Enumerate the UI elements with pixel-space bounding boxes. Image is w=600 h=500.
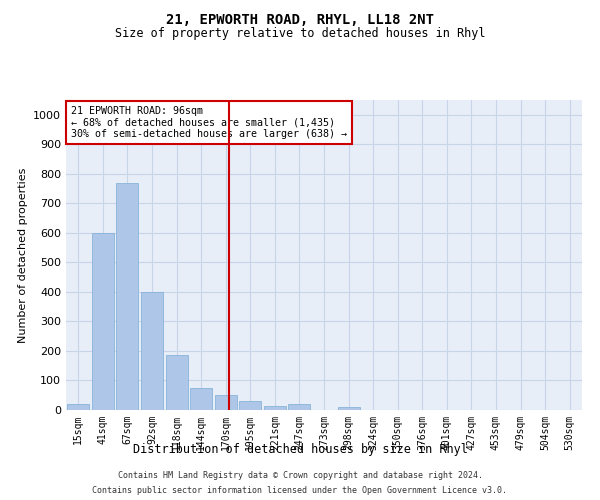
Bar <box>239 401 262 410</box>
Bar <box>116 182 139 410</box>
Bar <box>67 404 89 410</box>
Bar <box>92 233 114 410</box>
Text: Distribution of detached houses by size in Rhyl: Distribution of detached houses by size … <box>133 444 467 456</box>
Bar <box>166 356 188 410</box>
Bar <box>141 292 163 410</box>
Text: 21 EPWORTH ROAD: 96sqm
← 68% of detached houses are smaller (1,435)
30% of semi-: 21 EPWORTH ROAD: 96sqm ← 68% of detached… <box>71 106 347 140</box>
Bar <box>338 407 359 410</box>
Text: Contains HM Land Registry data © Crown copyright and database right 2024.: Contains HM Land Registry data © Crown c… <box>118 471 482 480</box>
Bar <box>215 395 237 410</box>
Bar <box>190 388 212 410</box>
Text: 21, EPWORTH ROAD, RHYL, LL18 2NT: 21, EPWORTH ROAD, RHYL, LL18 2NT <box>166 12 434 26</box>
Text: Size of property relative to detached houses in Rhyl: Size of property relative to detached ho… <box>115 28 485 40</box>
Bar <box>264 406 286 410</box>
Text: Contains public sector information licensed under the Open Government Licence v3: Contains public sector information licen… <box>92 486 508 495</box>
Bar <box>289 404 310 410</box>
Y-axis label: Number of detached properties: Number of detached properties <box>17 168 28 342</box>
